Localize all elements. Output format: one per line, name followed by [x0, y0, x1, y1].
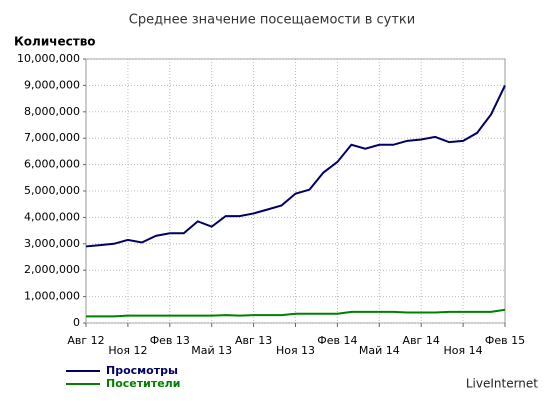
- footer: LiveInternet: [466, 377, 538, 391]
- x-tick-label: Фев 15: [485, 334, 525, 347]
- legend-label: Посетители: [106, 377, 180, 390]
- x-tick-label: Фев 13: [150, 334, 190, 347]
- x-tick-label: Авг 13: [235, 334, 272, 347]
- x-tick-label: Ноя 14: [444, 344, 483, 357]
- x-tick-label: Май 13: [191, 344, 232, 357]
- y-tick-label: 8,000,000: [24, 105, 80, 118]
- y-tick-label: 1,000,000: [24, 290, 80, 303]
- y-tick-label: 7,000,000: [24, 131, 80, 144]
- x-tick-label: Авг 12: [67, 334, 104, 347]
- series-line: [86, 308, 506, 318]
- y-tick-label: 0: [73, 316, 80, 329]
- y-tick-label: 5,000,000: [24, 184, 80, 197]
- x-tick-label: Фев 14: [317, 334, 357, 347]
- y-tick-label: 3,000,000: [24, 237, 80, 250]
- chart-title: Среднее значение посещаемости в сутки: [129, 13, 415, 28]
- y-tick-label: 6,000,000: [24, 158, 80, 171]
- x-tick-label: Ноя 13: [276, 344, 315, 357]
- x-tick-label: Ноя 12: [108, 344, 147, 357]
- y-tick-label: 10,000,000: [17, 52, 80, 65]
- legend-label: Просмотры: [106, 364, 178, 377]
- y-tick-label: 2,000,000: [24, 263, 80, 276]
- x-tick-label: Май 14: [359, 344, 400, 357]
- y-tick-label: 4,000,000: [24, 210, 80, 223]
- x-tick-label: Авг 14: [403, 334, 440, 347]
- y-tick-label: 9,000,000: [24, 78, 80, 91]
- y-axis-label: Количество: [14, 35, 96, 49]
- series-line: [85, 84, 506, 248]
